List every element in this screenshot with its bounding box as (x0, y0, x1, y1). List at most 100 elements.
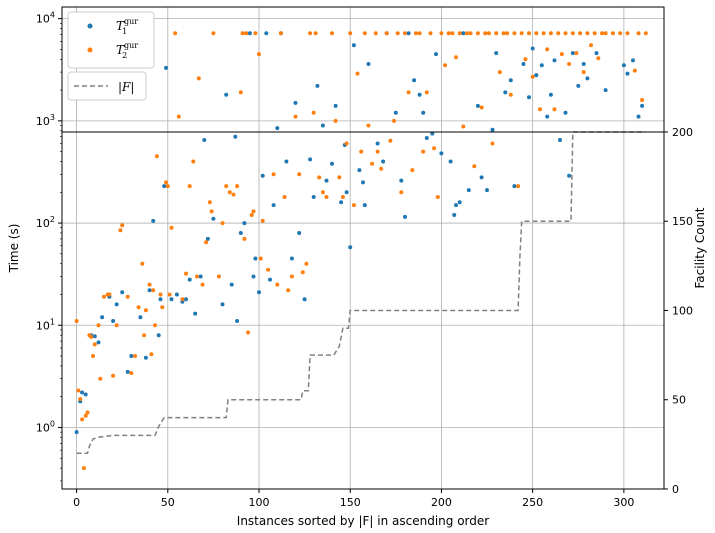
data-point-t2 (293, 114, 298, 119)
data-point-t1 (521, 62, 526, 66)
data-point-t2 (227, 190, 232, 195)
data-point-t1 (138, 315, 143, 320)
x-axis-ticks: 0 50 100 150 200 250 300 (73, 489, 634, 509)
data-point-t1 (275, 126, 280, 131)
data-point-t1 (289, 256, 294, 261)
data-point-t1 (205, 236, 210, 241)
data-point-t1 (567, 173, 572, 178)
data-point-t2 (304, 261, 309, 266)
data-point-t1 (100, 315, 105, 320)
data-point-t2 (207, 200, 212, 205)
data-point-t2 (439, 31, 444, 36)
data-point-t1 (238, 231, 243, 235)
data-point-t2 (508, 92, 513, 97)
data-point-t2 (581, 70, 586, 75)
data-point-t1 (111, 319, 116, 323)
data-point-t2 (395, 31, 400, 36)
y2-tick-label: 0 (672, 483, 679, 496)
data-point-t1 (129, 354, 134, 358)
data-point-t1 (570, 51, 575, 56)
data-point-t2 (410, 168, 415, 173)
data-point-t2 (260, 218, 265, 223)
data-point-t1 (339, 200, 344, 205)
data-point-t2 (355, 71, 360, 76)
scatter-points (74, 31, 648, 471)
data-point-t1 (361, 180, 365, 185)
data-point-t2 (589, 43, 593, 48)
data-point-t2 (313, 31, 318, 36)
data-point-t2 (563, 31, 568, 36)
data-point-t1 (434, 52, 438, 57)
data-point-t2 (446, 31, 451, 36)
data-point-t1 (512, 184, 517, 189)
data-point-t2 (311, 110, 316, 115)
data-point-t1 (174, 292, 179, 297)
data-point-t2 (165, 184, 170, 189)
data-point-t2 (96, 323, 101, 328)
data-point-t1 (534, 73, 539, 78)
data-point-t1 (581, 62, 586, 66)
facility-count-path (76, 131, 646, 455)
data-point-t1 (485, 188, 489, 193)
data-point-t1 (247, 31, 252, 36)
data-point-t2 (289, 274, 294, 279)
data-point-t2 (373, 31, 378, 36)
data-point-t1 (461, 31, 466, 36)
data-point-t1 (251, 274, 256, 279)
data-point-t2 (545, 47, 550, 52)
data-point-t2 (375, 149, 380, 154)
data-point-t2 (497, 70, 502, 75)
data-point-t2 (211, 31, 216, 36)
x-tick-label: 150 (340, 496, 361, 509)
data-point-t2 (142, 333, 147, 338)
data-point-t2 (257, 52, 261, 57)
data-point-t2 (490, 141, 495, 146)
data-point-t2 (160, 305, 165, 310)
y-tick-label: 102 (36, 215, 55, 230)
data-point-t2 (435, 195, 440, 199)
data-point-t1 (151, 218, 156, 223)
data-point-t1 (235, 319, 240, 323)
data-point-t2 (136, 305, 141, 310)
data-point-t2 (523, 57, 528, 62)
data-point-t1 (421, 110, 426, 115)
data-point-t1 (264, 31, 269, 36)
data-point-t2 (111, 373, 116, 378)
data-point-t1 (80, 390, 85, 395)
data-point-t2 (556, 31, 561, 36)
data-point-t1 (162, 184, 167, 189)
data-point-t1 (552, 58, 557, 63)
data-point-t2 (85, 410, 90, 415)
y-tick-label: 100 (36, 419, 55, 434)
data-point-t2 (618, 31, 623, 36)
data-point-t2 (552, 107, 557, 112)
data-point-t1 (563, 110, 568, 115)
data-point-t1 (412, 78, 417, 83)
data-point-t2 (220, 221, 225, 226)
data-point-t2 (80, 417, 85, 422)
data-point-t2 (457, 31, 462, 36)
data-point-t1 (457, 200, 462, 205)
data-point-t2 (76, 388, 81, 393)
data-point-t1 (375, 141, 380, 146)
data-point-t2 (530, 74, 535, 79)
data-point-t1 (233, 134, 238, 139)
data-point-t1 (452, 213, 457, 217)
data-point-t2 (512, 31, 517, 36)
x-tick-label: 300 (613, 496, 634, 509)
legend-marker-t1 (87, 23, 93, 29)
data-point-t1 (253, 256, 258, 261)
data-point-t1 (576, 83, 581, 88)
data-point-t2 (324, 195, 329, 199)
data-point-t1 (539, 63, 544, 68)
data-point-t2 (180, 297, 185, 302)
data-point-t2 (320, 190, 325, 195)
data-point-t2 (278, 31, 283, 36)
data-point-t1 (193, 311, 198, 316)
data-point-t2 (479, 105, 484, 110)
data-point-t2 (333, 118, 338, 123)
data-point-t1 (417, 92, 422, 97)
data-point-t2 (417, 31, 422, 36)
data-point-t2 (379, 166, 384, 171)
data-point-t1 (454, 203, 458, 208)
